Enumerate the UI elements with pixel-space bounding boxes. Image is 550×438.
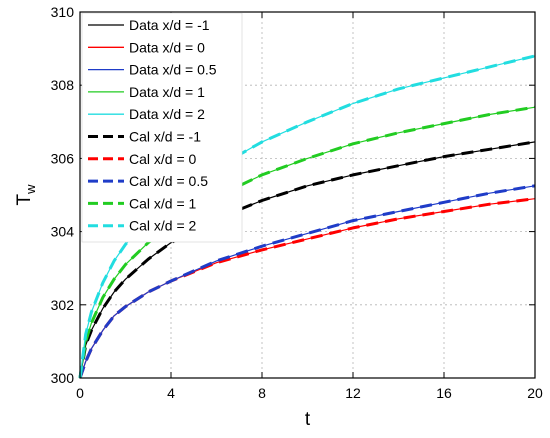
x-tick-label: 12 (345, 385, 361, 401)
series-line-cal-7 (78, 184, 536, 379)
y-tick-label: 306 (51, 150, 75, 166)
x-axis-title: t (305, 409, 311, 430)
x-tick-label: 16 (436, 385, 452, 401)
y-tick-label: 300 (51, 370, 75, 386)
x-tick-label: 20 (527, 385, 543, 401)
legend-label: Cal x/d = 0 (129, 151, 197, 167)
legend-label: Cal x/d = 0.5 (129, 173, 208, 189)
y-axis-title-sub: w (23, 184, 38, 195)
legend-label: Cal x/d = 1 (129, 195, 197, 211)
y-axis-title: Tw (14, 184, 38, 206)
tick-layer: 0 4 8 12 16 20 300 302 304 306 308 310 (51, 4, 543, 401)
plot-frame (79, 11, 536, 379)
y-tick-label: 308 (51, 77, 75, 93)
y-tick-label: 304 (51, 224, 75, 240)
legend-label: Cal x/d = 2 (129, 218, 197, 234)
legend-label: Data x/d = 0.5 (129, 62, 217, 78)
legend-label: Data x/d = -1 (129, 17, 210, 33)
y-tick-label: 310 (51, 4, 75, 20)
legend-label: Cal x/d = -1 (129, 129, 201, 145)
x-tick-label: 4 (167, 385, 175, 401)
y-axis-title-main: T (14, 194, 35, 206)
x-tick-label: 8 (258, 385, 266, 401)
y-tick-label: 302 (51, 297, 75, 313)
legend: Data x/d = -1 Data x/d = 0 Data x/d = 0.5 D… (81, 12, 243, 243)
legend-label: Data x/d = 2 (129, 106, 205, 122)
legend-label: Data x/d = 1 (129, 84, 205, 100)
legend-label: Data x/d = 0 (129, 39, 205, 55)
x-tick-label: 0 (76, 385, 84, 401)
